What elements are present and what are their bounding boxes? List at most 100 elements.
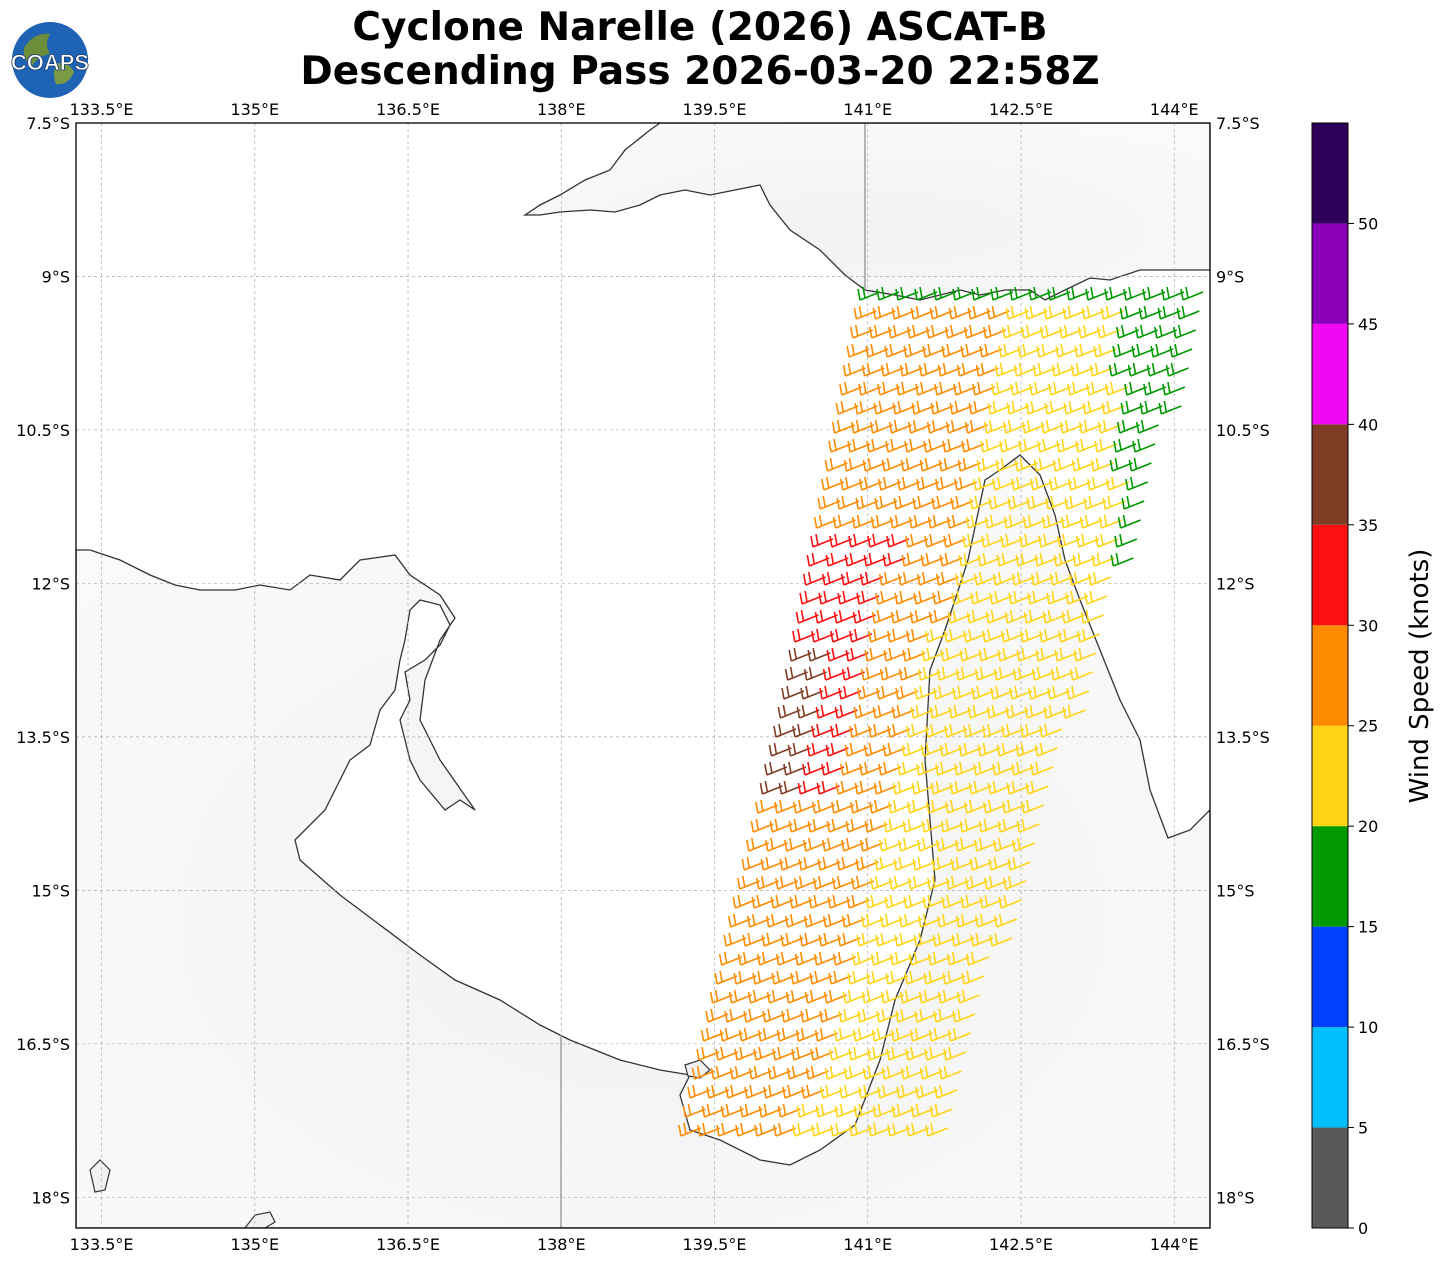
wind-barb (857, 685, 881, 700)
wind-barb (950, 495, 974, 510)
wind-barb (796, 704, 820, 719)
wind-barb (910, 1103, 934, 1118)
wind-barb (1162, 381, 1186, 396)
wind-barb (1116, 419, 1140, 434)
wind-barb (1007, 495, 1031, 510)
wind-barb (855, 495, 879, 510)
wind-barb (1003, 514, 1027, 529)
wind-barb (1117, 514, 1141, 529)
wind-barb (813, 514, 837, 529)
wind-barb (867, 1046, 891, 1061)
lat-tick-label-right: 7.5°S (1216, 114, 1260, 133)
wind-barb (1024, 704, 1048, 719)
wind-barb (1031, 666, 1055, 681)
wind-barb (877, 381, 901, 396)
wind-barb (904, 970, 928, 985)
wind-barb (1082, 400, 1106, 415)
wind-barb (986, 305, 1010, 320)
wind-barb (696, 1046, 720, 1061)
wind-barb (872, 704, 896, 719)
wind-barb (1011, 476, 1035, 491)
wind-barb (973, 476, 997, 491)
wind-barb (777, 704, 801, 719)
wind-barb (873, 780, 897, 795)
colorbar-bin (1312, 1027, 1348, 1128)
lat-tick-label-right: 15°S (1216, 881, 1255, 900)
wind-barb (825, 552, 849, 567)
wind-barb (1053, 552, 1077, 567)
wind-barb (868, 324, 893, 339)
wind-barb (992, 761, 1016, 776)
wind-barb (705, 1008, 729, 1023)
wind-barb (843, 1065, 867, 1080)
wind-barb (898, 837, 922, 852)
wind-barb (845, 647, 869, 662)
wind-barb (990, 685, 1014, 700)
wind-barb (886, 533, 910, 548)
wind-barb (691, 1065, 715, 1080)
wind-barb (993, 913, 1018, 928)
land-island-west (89, 1159, 111, 1193)
wind-barb (739, 1103, 763, 1118)
wind-barb (800, 685, 824, 700)
wind-barb (733, 970, 757, 985)
wind-barb (995, 457, 1019, 472)
lon-tick-label-bottom: 139.5°E (683, 1235, 747, 1254)
wind-barb (892, 400, 916, 415)
wind-barb (942, 438, 966, 453)
wind-barb (1015, 552, 1039, 567)
wind-barb (964, 799, 988, 814)
wind-barb (837, 590, 861, 605)
wind-barb (846, 343, 870, 358)
wind-barb (925, 1122, 949, 1137)
wind-barb (968, 780, 992, 795)
wind-barb (929, 1103, 953, 1118)
wind-barb (737, 951, 761, 966)
wind-barb (911, 780, 935, 795)
wind-barb (1011, 761, 1035, 776)
wind-barb (762, 1008, 786, 1023)
wind-barb (1055, 343, 1079, 358)
wind-barb (834, 704, 858, 719)
wind-barb (724, 1008, 748, 1023)
wind-barb (803, 913, 828, 928)
colorbar-tick-label: 35 (1358, 516, 1378, 535)
wind-barb (736, 875, 761, 890)
wind-barb (1030, 571, 1055, 586)
wind-barb (954, 761, 978, 776)
wind-barb (917, 837, 941, 852)
wind-barb (763, 1084, 787, 1099)
wind-barb (1090, 457, 1114, 472)
wind-barb (1132, 438, 1156, 453)
wind-barb (943, 1046, 967, 1061)
wind-barb (869, 799, 893, 814)
wind-barb (878, 761, 902, 776)
wind-barb (838, 685, 862, 700)
wind-barb (954, 571, 979, 586)
wind-barb (982, 723, 1006, 738)
wind-barb (889, 514, 913, 529)
lat-tick-label-left: 12°S (31, 574, 70, 593)
wind-barb (840, 761, 864, 776)
wind-barb (1080, 609, 1104, 624)
wind-barb (987, 780, 1011, 795)
wind-barb (1070, 362, 1094, 377)
lon-tick-label-top: 138°E (537, 100, 586, 119)
wind-barb (1135, 419, 1159, 434)
wind-barb (803, 837, 827, 852)
wind-barb (891, 1103, 915, 1118)
wind-barb (855, 856, 879, 871)
wind-barb (1114, 533, 1138, 548)
wind-barb (766, 989, 790, 1004)
wind-barb (861, 989, 885, 1004)
colorbar-bin (1312, 123, 1348, 224)
wind-barb (853, 704, 877, 719)
wind-barb (902, 818, 926, 833)
wind-barb (959, 818, 983, 833)
wind-barb (1012, 666, 1036, 681)
wind-barb (1112, 343, 1136, 358)
wind-barb (934, 381, 958, 396)
wind-barb (865, 894, 889, 909)
wind-barb (845, 818, 869, 833)
wind-barb (994, 362, 1018, 377)
